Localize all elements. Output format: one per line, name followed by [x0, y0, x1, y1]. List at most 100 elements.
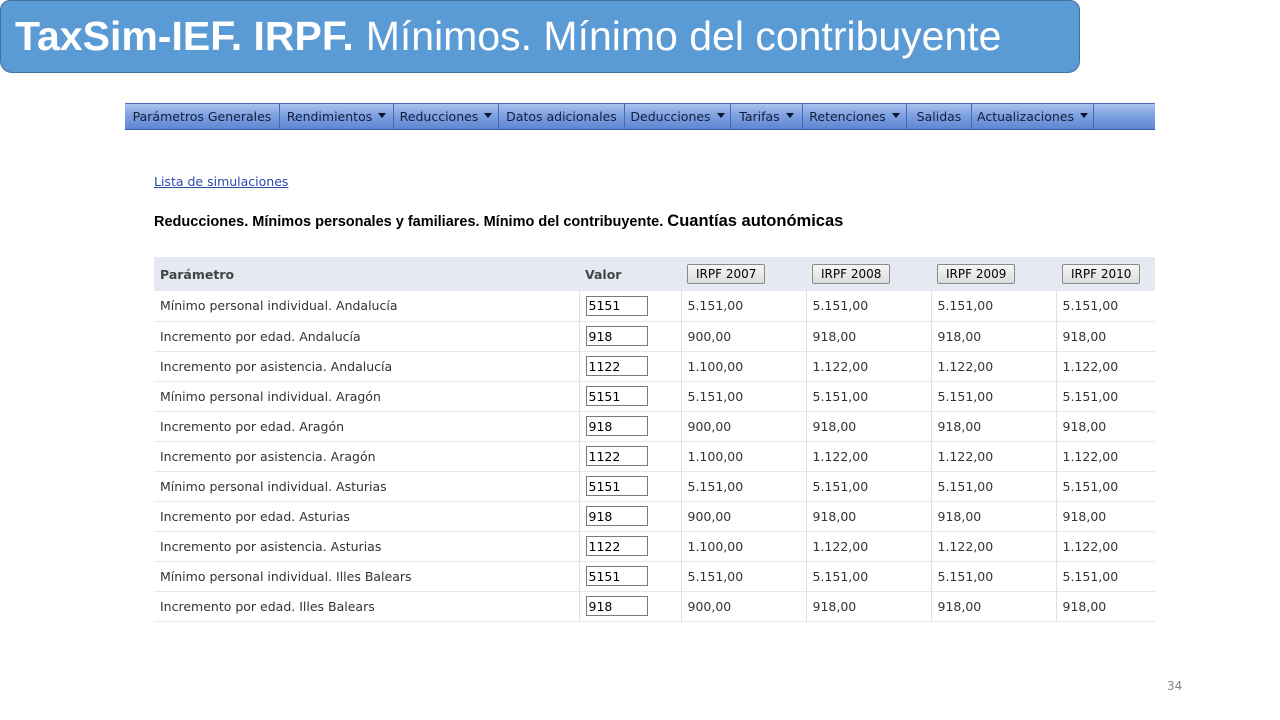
value-cell — [578, 441, 681, 472]
column-header-parametro: Parámetro — [154, 257, 579, 291]
year-2010-cell: 5.151,00 — [1055, 381, 1155, 412]
irpf-2010-button[interactable]: IRPF 2010 — [1062, 264, 1141, 284]
param-cell: Incremento por edad. Asturias — [154, 501, 579, 532]
value-input[interactable] — [585, 326, 648, 346]
caret-down-icon — [891, 112, 900, 118]
year-2008-cell: 918,00 — [805, 591, 931, 622]
parameters-table: Parámetro Valor IRPF 2007 IRPF 2008 IRPF… — [154, 257, 1155, 622]
year-2009-cell: 1.122,00 — [930, 531, 1056, 562]
table-row: Mínimo personal individual. Asturias 5.15… — [154, 471, 1155, 502]
value-cell — [578, 411, 681, 442]
year-2007-cell: 5.151,00 — [680, 471, 806, 502]
slide-title: TaxSim-IEF. IRPF. Mínimos. Mínimo del co… — [0, 0, 1080, 73]
year-2007-cell: 5.151,00 — [680, 291, 806, 322]
value-cell — [578, 501, 681, 532]
year-2010-cell: 1.122,00 — [1055, 351, 1155, 382]
param-cell: Incremento por edad. Andalucía — [154, 321, 579, 352]
parameters-table-container: Parámetro Valor IRPF 2007 IRPF 2008 IRPF… — [154, 257, 1155, 622]
column-header-2008: IRPF 2008 — [806, 257, 931, 291]
year-2010-cell: 1.122,00 — [1055, 441, 1155, 472]
value-cell — [578, 381, 681, 412]
table-row: Incremento por edad. Andalucía900,00918,… — [154, 321, 1155, 352]
param-cell: Mínimo personal individual. Andalucía — [154, 291, 579, 322]
value-input[interactable] — [585, 295, 648, 316]
year-2010-cell: 5.151,00 — [1055, 291, 1155, 322]
menu-actualizaciones[interactable]: Actualizaciones — [972, 104, 1094, 129]
page-heading-subtitle: Cuantías autonómicas — [667, 212, 844, 230]
year-2009-cell: 918,00 — [930, 321, 1056, 352]
irpf-2008-button[interactable]: IRPF 2008 — [812, 264, 891, 284]
value-cell — [578, 561, 681, 592]
param-cell: Mínimo personal individual. Illes Balear… — [154, 561, 579, 592]
year-2009-cell: 918,00 — [930, 411, 1056, 442]
param-cell: Incremento por edad. Aragón — [154, 411, 579, 442]
year-2007-cell: 5.151,00 — [680, 561, 806, 592]
menu-label: Retenciones — [809, 109, 886, 124]
value-input[interactable] — [585, 596, 648, 616]
year-2010-cell: 5.151,00 — [1055, 471, 1155, 502]
column-header-2009: IRPF 2009 — [931, 257, 1056, 291]
caret-down-icon — [716, 112, 725, 118]
menu-datos-adicionales[interactable]: Datos adicionales — [499, 104, 625, 129]
page-heading: Reducciones. Mínimos personales y famili… — [154, 212, 843, 231]
slide-page-number: 34 — [1167, 679, 1183, 693]
year-2008-cell: 5.151,00 — [805, 291, 931, 322]
param-cell: Incremento por asistencia. Aragón — [154, 441, 579, 472]
year-2009-cell: 1.122,00 — [930, 441, 1056, 472]
table-header-row: Parámetro Valor IRPF 2007 IRPF 2008 IRPF… — [154, 257, 1155, 291]
year-2009-cell: 5.151,00 — [930, 381, 1056, 412]
table-row: Incremento por edad. Illes Balears 900,00… — [154, 591, 1155, 622]
menu-label: Tarifas — [739, 109, 780, 124]
menu-label: Deducciones — [630, 109, 711, 124]
table-row: Incremento por edad. Asturias 900,00 918,0… — [154, 501, 1155, 532]
year-2007-cell: 900,00 — [680, 501, 806, 532]
table-row: Incremento por asistencia. Aragón 1.100,0… — [154, 441, 1155, 472]
value-input[interactable] — [585, 356, 648, 376]
value-cell — [578, 351, 681, 382]
menu-deducciones[interactable]: Deducciones — [625, 104, 731, 129]
value-input[interactable] — [585, 446, 648, 466]
menu-retenciones[interactable]: Retenciones — [803, 104, 907, 129]
menu-parametros-generales[interactable]: Parámetros Generales — [125, 104, 280, 129]
table-row: Incremento por edad. Aragón900,00918,009… — [154, 411, 1155, 442]
year-2010-cell: 918,00 — [1055, 411, 1155, 442]
year-2007-cell: 900,00 — [680, 321, 806, 352]
menu-reducciones[interactable]: Reducciones — [394, 104, 499, 129]
table-row: Mínimo personal individual. Aragón 5.151,… — [154, 381, 1155, 412]
table-row: Incremento por asistencia. Asturias 1.100… — [154, 531, 1155, 562]
irpf-2009-button[interactable]: IRPF 2009 — [937, 264, 1016, 284]
year-2009-cell: 5.151,00 — [930, 561, 1056, 592]
table-body: Mínimo personal individual. Andalucía 5.1… — [154, 291, 1155, 622]
value-input[interactable] — [585, 536, 648, 556]
year-2009-cell: 918,00 — [930, 501, 1056, 532]
year-2010-cell: 1.122,00 — [1055, 531, 1155, 562]
year-2009-cell: 918,00 — [930, 591, 1056, 622]
irpf-2007-button[interactable]: IRPF 2007 — [687, 264, 766, 284]
year-2007-cell: 1.100,00 — [680, 351, 806, 382]
menu-tarifas[interactable]: Tarifas — [731, 104, 803, 129]
year-2007-cell: 1.100,00 — [680, 441, 806, 472]
year-2008-cell: 5.151,00 — [805, 381, 931, 412]
column-header-2010: IRPF 2010 — [1056, 257, 1155, 291]
value-input[interactable] — [585, 506, 648, 526]
year-2009-cell: 5.151,00 — [930, 291, 1056, 322]
menu-salidas[interactable]: Salidas — [907, 104, 972, 129]
simulation-list-link[interactable]: Lista de simulaciones — [154, 174, 289, 189]
value-input[interactable] — [585, 416, 648, 436]
caret-down-icon — [378, 112, 387, 118]
value-cell — [578, 591, 681, 622]
main-menubar: Parámetros Generales Rendimientos Reducc… — [125, 103, 1155, 130]
column-header-2007: IRPF 2007 — [681, 257, 806, 291]
value-input[interactable] — [585, 386, 648, 406]
menu-label: Reducciones — [399, 109, 479, 124]
year-2008-cell: 918,00 — [805, 321, 931, 352]
column-header-valor: Valor — [579, 257, 681, 291]
value-input[interactable] — [585, 476, 648, 496]
param-cell: Mínimo personal individual. Asturias — [154, 471, 579, 502]
param-cell: Incremento por asistencia. Asturias — [154, 531, 579, 562]
value-input[interactable] — [585, 566, 648, 586]
menu-rendimientos[interactable]: Rendimientos — [280, 104, 394, 129]
menu-label: Rendimientos — [286, 109, 373, 124]
table-row: Incremento por asistencia. Andalucía 1.10… — [154, 351, 1155, 382]
menu-label: Parámetros Generales — [132, 109, 272, 124]
